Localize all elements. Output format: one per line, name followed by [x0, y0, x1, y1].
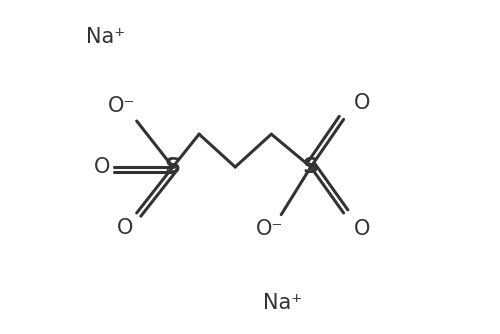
Text: Na⁺: Na⁺ [263, 293, 302, 313]
Text: O: O [117, 218, 134, 238]
Text: S: S [303, 157, 319, 177]
Text: Na⁺: Na⁺ [86, 27, 125, 47]
Text: O⁻: O⁻ [256, 219, 283, 239]
Text: O: O [354, 93, 370, 113]
Text: O: O [354, 219, 370, 239]
Text: O: O [94, 157, 110, 177]
Text: O⁻: O⁻ [108, 96, 136, 116]
Text: S: S [165, 157, 181, 177]
